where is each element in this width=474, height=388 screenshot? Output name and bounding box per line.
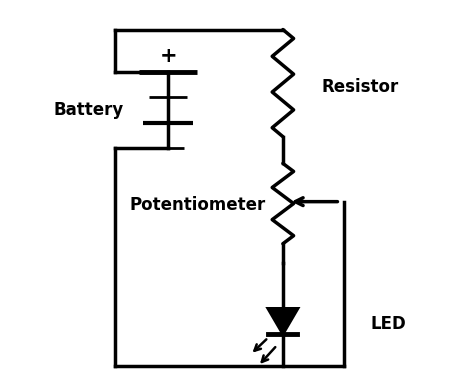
Text: LED: LED	[371, 315, 407, 333]
Text: Battery: Battery	[54, 101, 124, 119]
Text: Potentiometer: Potentiometer	[130, 196, 266, 215]
Polygon shape	[268, 309, 297, 334]
Text: Resistor: Resistor	[321, 78, 398, 96]
Text: +: +	[159, 46, 177, 66]
